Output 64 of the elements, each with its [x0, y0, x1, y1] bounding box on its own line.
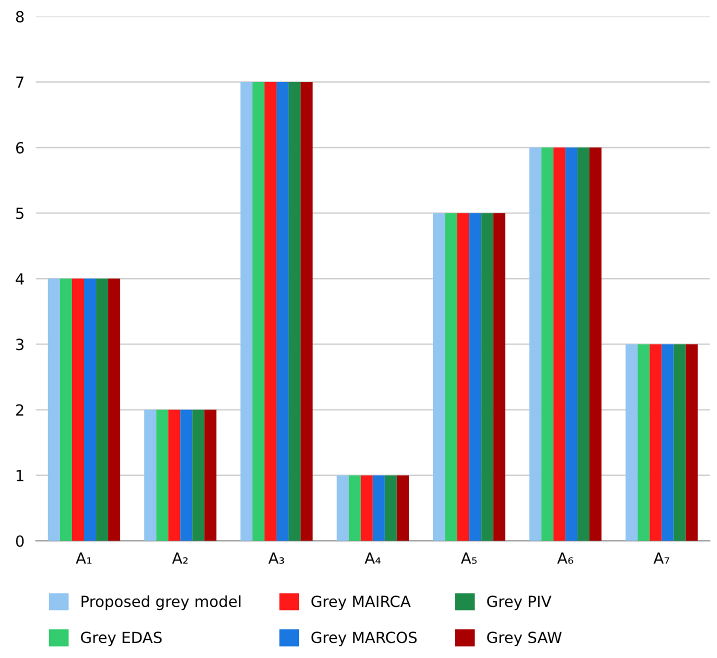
- bar: [360, 475, 373, 541]
- bar: [252, 82, 265, 541]
- bar: [662, 344, 674, 541]
- bar: [264, 82, 277, 541]
- y-tick-label: 8: [16, 10, 24, 22]
- bar: [553, 148, 566, 541]
- legend-label: Grey SAW: [487, 632, 562, 646]
- bar: [493, 213, 506, 541]
- bar: [638, 344, 650, 541]
- y-tick-label: 0: [16, 535, 24, 547]
- bar: [541, 148, 554, 541]
- y-tick-label: 7: [16, 76, 24, 88]
- bar: [48, 278, 60, 541]
- x-tick-label: A₄: [364, 552, 381, 564]
- bar: [192, 410, 204, 541]
- bar: [72, 278, 84, 541]
- bar: [348, 475, 361, 541]
- bar: [589, 148, 602, 541]
- bar: [686, 344, 698, 541]
- bar: [650, 344, 662, 541]
- bar: [276, 82, 289, 541]
- bar: [565, 148, 578, 541]
- bar: [180, 410, 192, 541]
- y-tick-label: 5: [16, 208, 24, 220]
- y-tick-label: 3: [16, 338, 24, 350]
- legend-label: Grey MAIRCA: [311, 596, 411, 610]
- bar: [204, 410, 216, 541]
- x-tick-label: A₇: [654, 552, 670, 564]
- bar: [60, 278, 72, 541]
- x-tick-label: A₂: [172, 552, 188, 564]
- bar: [433, 213, 446, 541]
- bar: [396, 475, 409, 541]
- bar: [529, 148, 542, 541]
- bar: [384, 475, 397, 541]
- bar: [300, 82, 313, 541]
- legend-label: Grey MARCOS: [311, 632, 417, 646]
- legend-label: Proposed grey model: [82, 595, 240, 610]
- bar: [674, 344, 686, 541]
- x-tick-label: A₆: [557, 552, 574, 564]
- bar: [481, 213, 494, 541]
- bar: [240, 82, 252, 541]
- bar: [336, 475, 349, 541]
- bar: [96, 278, 108, 541]
- bar: [288, 82, 301, 541]
- bar: [445, 213, 458, 541]
- bar: [144, 410, 156, 541]
- y-tick-label: 6: [16, 142, 24, 154]
- bar: [626, 344, 638, 541]
- bar: [469, 213, 482, 541]
- x-tick-label: A₅: [460, 552, 477, 564]
- y-tick-label: 4: [16, 273, 24, 284]
- bar: [108, 278, 120, 541]
- legend-label: Grey EDAS: [81, 632, 162, 646]
- bar: [577, 148, 590, 541]
- y-tick-label: 1: [16, 470, 24, 482]
- bar: [457, 213, 470, 541]
- x-tick-label: A₁: [76, 552, 92, 564]
- bar: [168, 410, 180, 541]
- legend-label: Grey PIV: [487, 596, 552, 610]
- bar: [156, 410, 168, 541]
- y-tick-label: 2: [16, 404, 24, 416]
- bar: [372, 475, 385, 541]
- x-tick-label: A₃: [268, 552, 284, 564]
- bar: [84, 278, 96, 541]
